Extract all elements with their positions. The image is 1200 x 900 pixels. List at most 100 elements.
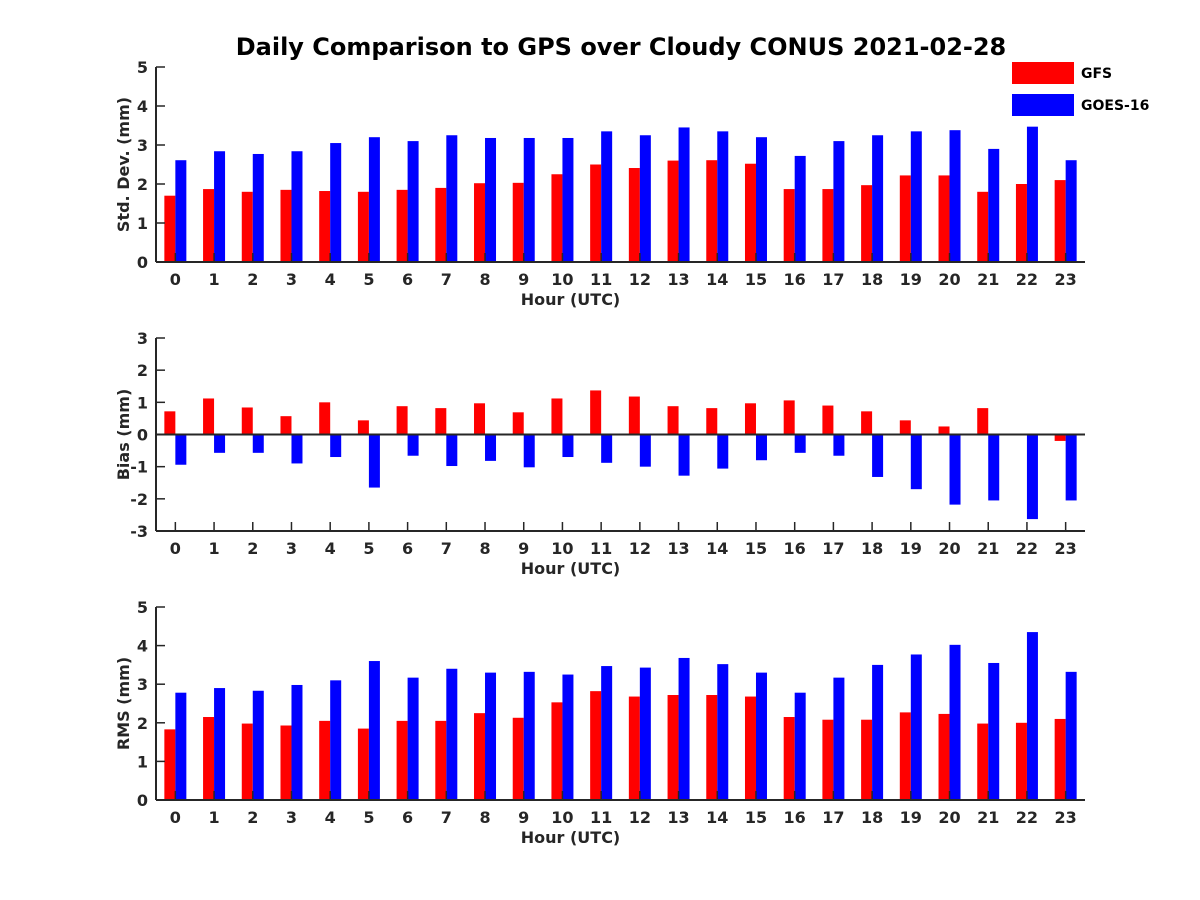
bar-1-0-9 [512, 412, 524, 435]
bar-2-0-15 [744, 696, 756, 800]
bar-1-1-8 [485, 434, 497, 461]
x-tick-label-0-2: 2 [247, 270, 258, 289]
bar-0-0-9 [512, 182, 524, 262]
bar-1-1-18 [872, 434, 884, 477]
bar-0-1-14 [717, 131, 729, 262]
x-tick-label-1-5: 5 [363, 539, 374, 558]
bar-2-1-8 [485, 672, 497, 800]
bar-0-0-21 [977, 191, 989, 262]
bar-0-1-3 [291, 151, 303, 262]
bar-0-1-11 [601, 131, 613, 262]
legend-label-0: GFS [1081, 66, 1112, 82]
y-tick-label-1-3: 0 [137, 426, 148, 445]
bar-0-1-4 [330, 143, 342, 262]
figure-title: Daily Comparison to GPS over Cloudy CONU… [236, 33, 1007, 61]
bar-1-1-3 [291, 434, 303, 464]
x-tick-label-1-17: 17 [822, 539, 844, 558]
bar-0-1-2 [252, 153, 264, 262]
bar-1-1-16 [794, 434, 806, 453]
bar-0-0-6 [396, 189, 408, 262]
y-tick-label-2-3: 3 [137, 675, 148, 694]
bar-0-0-15 [744, 163, 756, 262]
x-tick-label-2-6: 6 [402, 808, 413, 827]
bar-1-1-22 [1026, 434, 1038, 520]
x-tick-label-1-23: 23 [1055, 539, 1077, 558]
bar-1-1-5 [368, 434, 380, 488]
bar-0-1-21 [988, 148, 1000, 262]
x-tick-label-2-21: 21 [977, 808, 999, 827]
bar-0-1-20 [949, 130, 961, 262]
bar-1-0-4 [319, 402, 331, 435]
x-axis-label-0: Hour (UTC) [521, 290, 621, 309]
bar-1-0-0 [164, 411, 176, 435]
x-tick-label-0-20: 20 [938, 270, 960, 289]
x-tick-label-2-3: 3 [286, 808, 297, 827]
x-tick-label-0-7: 7 [441, 270, 452, 289]
x-tick-label-2-17: 17 [822, 808, 844, 827]
bar-1-0-12 [628, 396, 640, 435]
bar-0-1-13 [678, 127, 690, 262]
x-tick-label-1-2: 2 [247, 539, 258, 558]
x-tick-label-2-18: 18 [861, 808, 883, 827]
x-tick-label-0-1: 1 [208, 270, 219, 289]
bar-2-1-20 [949, 644, 961, 800]
bar-0-0-0 [164, 195, 176, 262]
x-tick-label-2-13: 13 [667, 808, 689, 827]
x-tick-label-1-15: 15 [745, 539, 767, 558]
bar-0-0-4 [319, 191, 331, 262]
bar-2-1-3 [291, 684, 303, 800]
bar-2-0-3 [280, 725, 292, 800]
bar-2-1-13 [678, 657, 690, 800]
bar-2-1-22 [1026, 632, 1038, 800]
x-tick-label-1-19: 19 [900, 539, 922, 558]
bar-1-0-2 [241, 407, 253, 435]
bar-2-0-14 [706, 695, 718, 800]
bar-2-0-11 [590, 691, 602, 800]
bar-2-0-16 [783, 717, 795, 800]
bar-0-0-3 [280, 189, 292, 262]
x-axis-label-2: Hour (UTC) [521, 828, 621, 847]
bar-0-0-13 [667, 160, 679, 262]
x-tick-label-1-6: 6 [402, 539, 413, 558]
x-tick-label-1-18: 18 [861, 539, 883, 558]
y-tick-label-1-0: -3 [130, 522, 148, 541]
bar-2-0-6 [396, 720, 408, 800]
legend-label-1: GOES-16 [1081, 98, 1149, 114]
x-tick-label-2-5: 5 [363, 808, 374, 827]
x-tick-label-1-12: 12 [629, 539, 651, 558]
y-tick-label-1-2: -1 [130, 458, 148, 477]
bar-0-0-1 [203, 189, 215, 262]
bar-0-1-5 [368, 137, 380, 262]
bar-1-1-21 [988, 434, 1000, 501]
bar-2-0-8 [474, 713, 486, 800]
bar-0-0-19 [899, 175, 911, 262]
bar-2-1-21 [988, 662, 1000, 800]
bar-2-1-9 [523, 671, 535, 800]
bar-0-0-23 [1054, 180, 1066, 262]
bar-1-0-20 [938, 426, 950, 435]
bar-0-0-17 [822, 189, 834, 262]
bar-0-0-16 [783, 189, 795, 262]
bar-1-0-13 [667, 406, 679, 435]
x-tick-label-0-15: 15 [745, 270, 767, 289]
bar-1-0-14 [706, 408, 718, 435]
bar-1-0-21 [977, 408, 989, 435]
bar-2-0-22 [1015, 722, 1027, 800]
bar-0-0-10 [551, 174, 563, 262]
bar-1-0-7 [435, 408, 447, 435]
bar-2-1-15 [755, 672, 767, 800]
y-tick-label-0-4: 4 [137, 97, 148, 116]
bar-2-1-18 [872, 664, 884, 800]
y-tick-label-0-1: 1 [137, 214, 148, 233]
y-tick-label-2-5: 5 [137, 598, 148, 617]
bar-1-0-6 [396, 406, 408, 435]
x-tick-label-1-11: 11 [590, 539, 612, 558]
bar-2-1-1 [214, 688, 226, 800]
bar-2-0-4 [319, 720, 331, 800]
bar-1-1-10 [562, 434, 574, 458]
x-tick-label-2-1: 1 [208, 808, 219, 827]
x-tick-label-1-9: 9 [518, 539, 529, 558]
x-tick-label-0-6: 6 [402, 270, 413, 289]
